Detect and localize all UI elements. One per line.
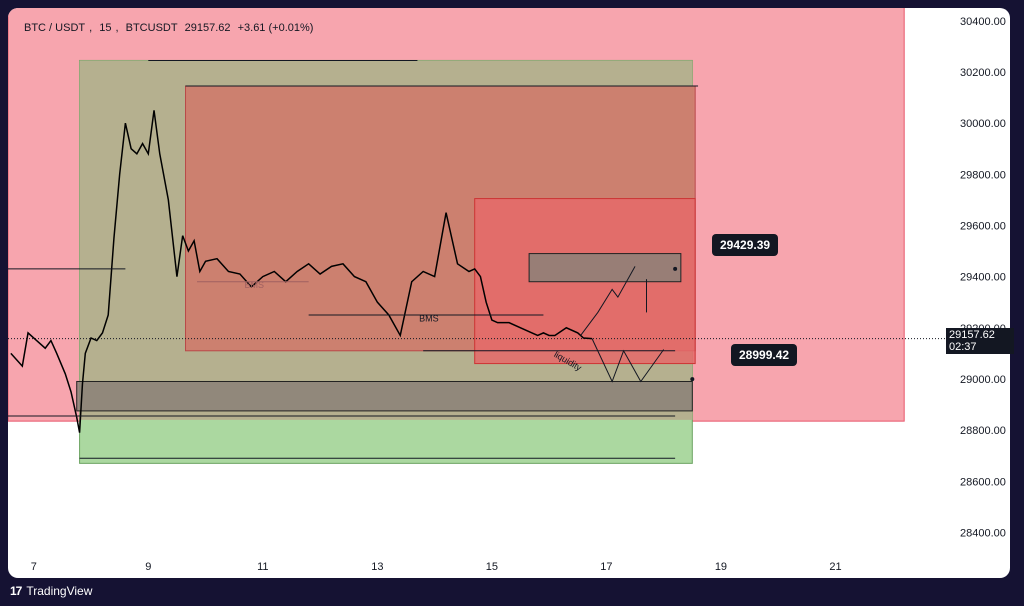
zones-layer bbox=[8, 8, 905, 464]
x-tick-label: 7 bbox=[31, 561, 37, 573]
last-price-tag: 29157.62 02:37 bbox=[946, 328, 1014, 354]
symbol-label: BTC / USDT bbox=[24, 22, 86, 34]
price-callout-upper[interactable]: 29429.39 bbox=[712, 234, 779, 256]
bar-countdown: 02:37 bbox=[949, 341, 977, 353]
x-tick-label: 13 bbox=[371, 561, 383, 573]
last-price-value: 29157.62 bbox=[949, 329, 995, 341]
bms-label-1: BMS bbox=[244, 280, 264, 290]
support-box[interactable] bbox=[76, 380, 693, 412]
y-tick-label: 28800.00 bbox=[960, 425, 1006, 437]
callout-dot-upper bbox=[673, 266, 678, 271]
x-tick-label: 21 bbox=[829, 561, 841, 573]
price-chart[interactable]: 28400.0028600.0028800.0029000.0029200.00… bbox=[8, 8, 1010, 578]
projection-path-up bbox=[580, 266, 636, 336]
x-tick-label: 19 bbox=[715, 561, 727, 573]
y-tick-label: 28400.00 bbox=[960, 527, 1006, 539]
x-tick-label: 9 bbox=[145, 561, 151, 573]
y-tick-label: 30400.00 bbox=[960, 16, 1006, 28]
footer-brand[interactable]: 17 TradingView bbox=[10, 584, 92, 598]
change-label: +3.61 (+0.01%) bbox=[237, 22, 314, 34]
y-tick-label: 29600.00 bbox=[960, 220, 1006, 232]
price-callout-lower[interactable]: 28999.42 bbox=[731, 344, 798, 366]
brand-label: TradingView bbox=[26, 584, 93, 598]
axis-layer: 28400.0028600.0028800.0029000.0029200.00… bbox=[8, 16, 1006, 573]
exchange-label: BTCUSDT bbox=[125, 22, 178, 34]
series-layer bbox=[10, 110, 593, 433]
resistance-box[interactable] bbox=[528, 253, 682, 283]
chart-panel[interactable]: 28400.0028600.0028800.0029000.0029200.00… bbox=[8, 8, 1010, 578]
y-tick-label: 30200.00 bbox=[960, 67, 1006, 79]
projection-path-down bbox=[591, 338, 665, 383]
x-tick-label: 11 bbox=[257, 561, 268, 573]
last-price-label: 29157.62 bbox=[184, 22, 231, 34]
y-tick-label: 29800.00 bbox=[960, 169, 1006, 181]
interval-label: 15 bbox=[99, 22, 112, 34]
y-tick-label: 30000.00 bbox=[960, 118, 1006, 130]
tradingview-logo-icon: 17 bbox=[10, 584, 22, 598]
x-tick-label: 17 bbox=[600, 561, 612, 573]
y-tick-label: 28600.00 bbox=[960, 476, 1006, 488]
bms-label-2: BMS bbox=[419, 313, 439, 323]
price-line bbox=[10, 110, 593, 433]
y-tick-label: 29400.00 bbox=[960, 272, 1006, 284]
symbol-header: BTC / USDT, 15, BTCUSDT 29157.62 +3.61 (… bbox=[24, 22, 314, 34]
callout-dot-lower bbox=[690, 377, 695, 382]
x-tick-label: 15 bbox=[486, 561, 498, 573]
y-tick-label: 29000.00 bbox=[960, 374, 1006, 386]
